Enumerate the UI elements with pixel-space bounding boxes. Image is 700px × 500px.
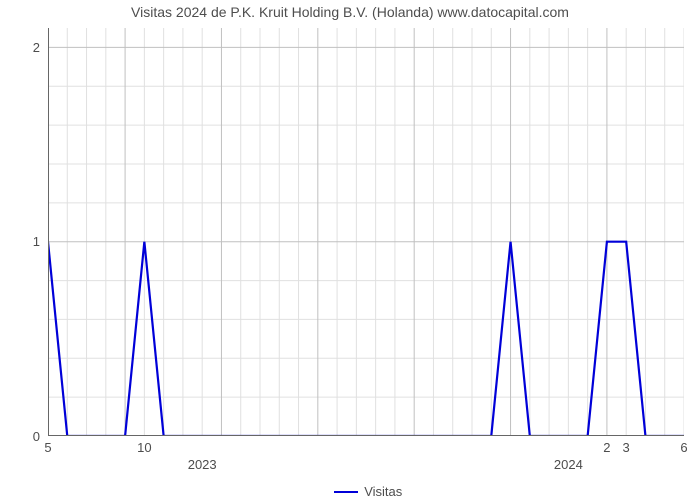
x-tick-year-label: 2023 [188,457,217,472]
y-tick-label: 0 [33,429,40,444]
y-tick-label: 2 [33,40,40,55]
x-tick-label: 2 [603,440,610,455]
plot-border [48,28,684,436]
x-tick-label: 5 [44,440,51,455]
chart-title: Visitas 2024 de P.K. Kruit Holding B.V. … [0,4,700,20]
legend: Visitas [334,484,402,499]
x-tick-label: 10 [137,440,151,455]
x-tick-year-label: 2024 [554,457,583,472]
x-tick-label: 3 [623,440,630,455]
plot-area [48,28,684,436]
legend-swatch [334,491,358,493]
legend-label: Visitas [364,484,402,499]
x-tick-label: 6 [680,440,687,455]
y-tick-label: 1 [33,234,40,249]
chart-container: { "chart": { "type": "line", "title": "V… [0,0,700,500]
